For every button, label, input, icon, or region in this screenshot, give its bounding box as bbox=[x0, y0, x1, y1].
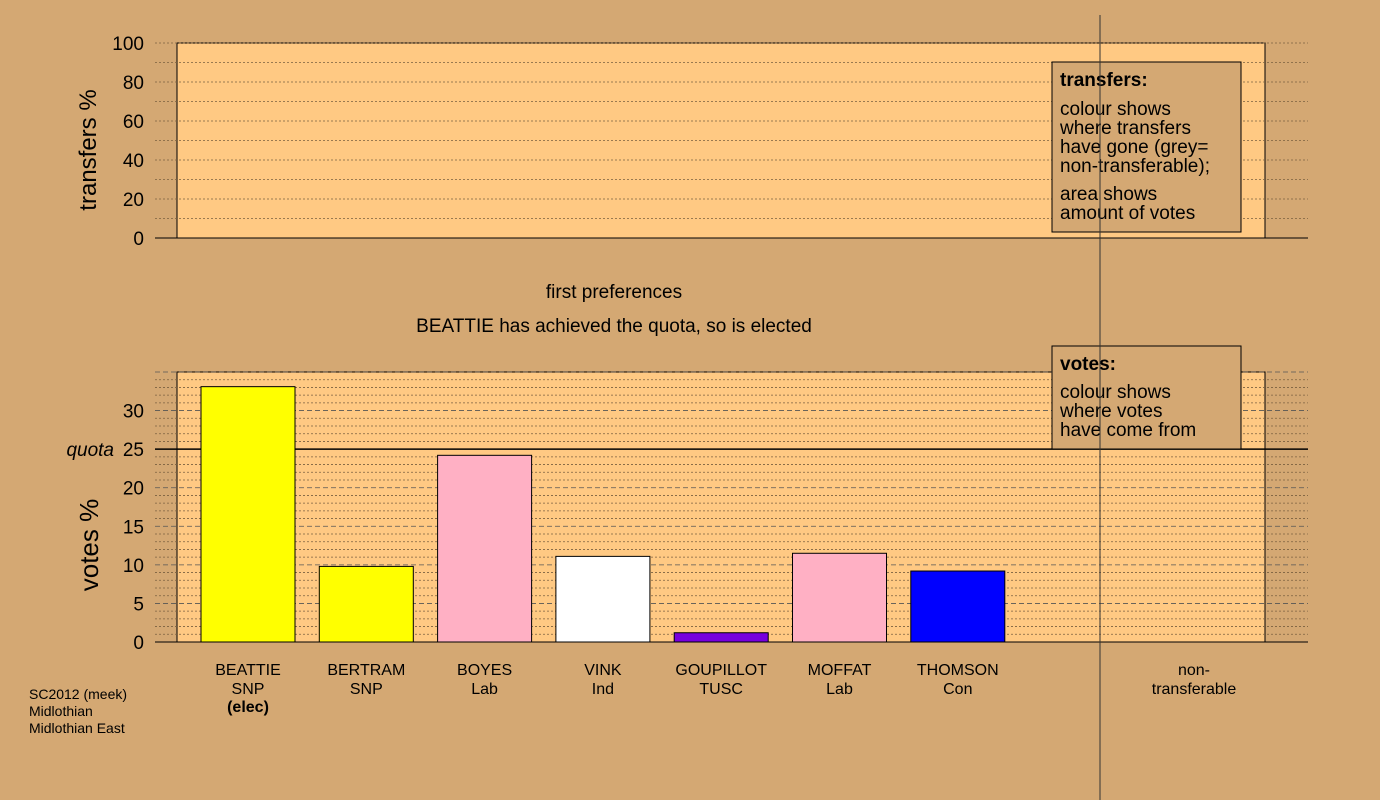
candidate-party: Ind bbox=[592, 681, 614, 698]
candidate-party: Con bbox=[943, 681, 972, 698]
y-tick-label: 100 bbox=[112, 34, 144, 55]
y-tick-label: 80 bbox=[123, 73, 144, 94]
bar bbox=[555, 555, 651, 643]
candidate-name: BEATTIE bbox=[215, 662, 281, 679]
y-tick-label: 0 bbox=[133, 229, 144, 250]
candidate-party: SNP bbox=[350, 681, 383, 698]
bar bbox=[318, 565, 414, 643]
candidate-labels: BEATTIESNP(elec)BERTRAMSNPBOYESLabVINKIn… bbox=[215, 662, 998, 716]
footer-line: Midlothian bbox=[29, 703, 93, 719]
votes-legend-line: where votes bbox=[1059, 401, 1162, 422]
transfers-legend-line: where transfers bbox=[1059, 118, 1191, 139]
votes-legend-line: colour shows bbox=[1060, 382, 1171, 403]
non-transferable-label: non- bbox=[1178, 662, 1210, 679]
votes-legend-line: have come from bbox=[1060, 420, 1196, 441]
transfers-y-axis-label: transfers % bbox=[75, 89, 102, 210]
transfers-legend-line: area shows bbox=[1060, 184, 1157, 205]
chart-subtitle: BEATTIE has achieved the quota, so is el… bbox=[416, 316, 812, 337]
candidate-name: VINK bbox=[584, 662, 622, 679]
y-tick-label: 20 bbox=[123, 190, 144, 211]
y-tick-label: 60 bbox=[123, 112, 144, 133]
vote-bars bbox=[200, 386, 1006, 643]
y-tick-label: 5 bbox=[133, 594, 144, 615]
candidate-name: BOYES bbox=[457, 662, 512, 679]
candidate-party: Lab bbox=[826, 681, 853, 698]
candidate-party: SNP bbox=[232, 681, 265, 698]
votes-y-axis-label: votes % bbox=[74, 499, 104, 592]
transfers-legend-line: have gone (grey= bbox=[1060, 137, 1208, 158]
transfers-legend: transfers: colour shows where transfers … bbox=[1051, 61, 1242, 233]
bar bbox=[200, 386, 296, 643]
footer-line: SC2012 (meek) bbox=[29, 686, 127, 702]
y-tick-label: 40 bbox=[123, 151, 144, 172]
transfers-legend-box bbox=[1051, 61, 1242, 233]
y-tick-label: 10 bbox=[123, 556, 144, 577]
y-tick-label: 15 bbox=[123, 517, 144, 538]
transfers-legend-line: colour shows bbox=[1060, 99, 1171, 120]
candidate-name: BERTRAM bbox=[327, 662, 405, 679]
bar bbox=[437, 454, 533, 643]
votes-legend-box bbox=[1051, 345, 1242, 450]
transfers-legend-title: transfers: bbox=[1060, 70, 1148, 91]
candidate-party: TUSC bbox=[699, 681, 743, 698]
bar bbox=[910, 570, 1006, 643]
footer-line: Midlothian East bbox=[29, 720, 125, 736]
candidate-name: GOUPILLOT bbox=[675, 662, 767, 679]
votes-legend-title: votes: bbox=[1060, 354, 1116, 375]
y-tick-label: 25 bbox=[123, 440, 144, 461]
y-tick-label: 30 bbox=[123, 402, 144, 423]
y-tick-label: 20 bbox=[123, 479, 144, 500]
y-tick-label: 0 bbox=[133, 633, 144, 654]
chart-title: first preferences bbox=[546, 282, 682, 303]
bar bbox=[792, 552, 887, 643]
votes-legend: votes: colour shows where votes have com… bbox=[1051, 345, 1242, 450]
candidate-status: (elec) bbox=[227, 699, 269, 716]
candidate-party: Lab bbox=[471, 681, 498, 698]
transfers-y-ticks: 0 20 40 60 80 100 bbox=[112, 34, 144, 250]
votes-y-ticks: 0 5 10 15 20 25 30 bbox=[123, 402, 144, 654]
candidate-name: MOFFAT bbox=[808, 662, 872, 679]
transfers-legend-line: non-transferable); bbox=[1060, 156, 1210, 177]
candidate-name: THOMSON bbox=[917, 662, 999, 679]
transfers-panel: 0 20 40 60 80 100 transfers % transfers: colo… bbox=[75, 34, 1308, 250]
non-transferable-label: transferable bbox=[1152, 681, 1237, 698]
quota-label: quota bbox=[66, 440, 114, 461]
transfers-legend-line: amount of votes bbox=[1060, 203, 1195, 224]
bar bbox=[673, 632, 769, 643]
